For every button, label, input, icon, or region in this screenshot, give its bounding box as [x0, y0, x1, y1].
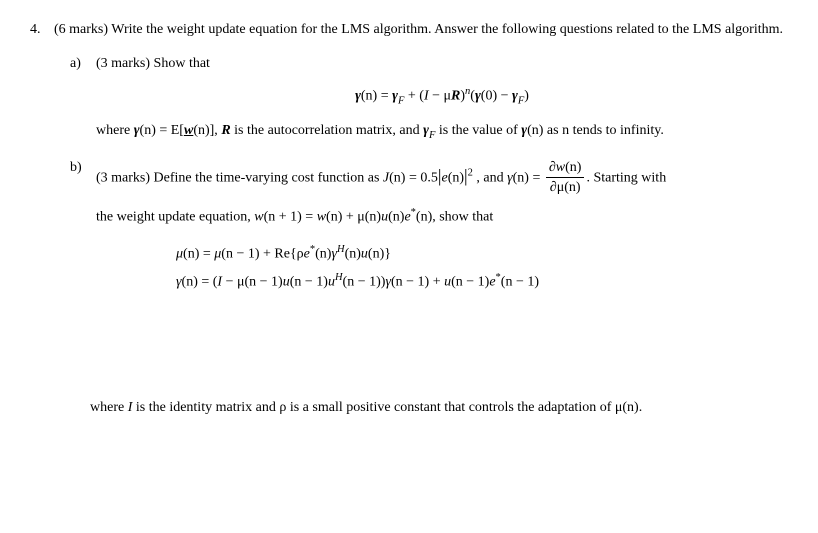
question-intro: Write the weight update equation for the…	[111, 22, 783, 37]
note-text: is the identity matrix and ρ is a small …	[132, 400, 642, 415]
eq-text: − μ	[429, 89, 451, 104]
eq-text: (n)	[388, 210, 404, 225]
part-b-marks: (3 marks)	[96, 170, 150, 185]
note-text: where	[90, 400, 128, 415]
eq-text: (n)	[345, 247, 361, 262]
eq-text: (n − 1) +	[391, 274, 444, 289]
where-text: is the value of	[435, 123, 521, 138]
question-4: 4. (6 marks) Write the weight update equ…	[30, 20, 788, 40]
where-text: is the autocorrelation matrix, and	[231, 123, 423, 138]
frac-w: w	[556, 160, 565, 175]
eq-text: )	[524, 89, 529, 104]
eq-text: (n − 1)	[501, 274, 539, 289]
part-b-label: b)	[70, 158, 96, 298]
eq-sup-H: H	[337, 244, 345, 255]
eq-text: (n + 1) =	[264, 210, 317, 225]
spacer	[30, 298, 788, 388]
frac-partial: ∂	[549, 160, 556, 175]
part-a-lead: Show that	[154, 56, 210, 71]
frac-n: (n)	[565, 160, 581, 175]
part-a-where: where γ(n) = E[w(n)], R is the autocorre…	[96, 121, 788, 143]
eq-text: (n − 1)	[290, 274, 328, 289]
eq-u: u	[361, 247, 368, 262]
eq-u: u	[283, 274, 290, 289]
eq-text: (n) =	[361, 89, 392, 104]
question-body: (6 marks) Write the weight update equati…	[54, 20, 788, 40]
part-a: a) (3 marks) Show that γ(n) = γF + (I − …	[70, 54, 788, 144]
eq-text: (n)	[315, 247, 331, 262]
eq-w: w	[254, 210, 263, 225]
eq-w: w	[317, 210, 326, 225]
where-text: (n) as n tends to infinity.	[527, 123, 664, 138]
eq-text: (n − 1))	[343, 274, 386, 289]
eq-text: − μ(n − 1)	[222, 274, 283, 289]
eq-text: (n) =	[513, 170, 544, 185]
where-text: (n)],	[193, 123, 221, 138]
part-b: b) (3 marks) Define the time-varying cos…	[70, 158, 788, 298]
frac-n: (n)	[564, 180, 580, 195]
part-a-equation: γ(n) = γF + (I − μR)n(γ(0) − γF)	[96, 85, 788, 109]
eq-text: (n − 1)	[451, 274, 489, 289]
where-text: where	[96, 123, 134, 138]
part-b-line1: (3 marks) Define the time-varying cost f…	[96, 158, 788, 198]
eq-u: u	[328, 274, 335, 289]
eq-text: , and	[473, 170, 507, 185]
eq-text: (n), show that	[416, 210, 493, 225]
eq-text: + (	[404, 89, 424, 104]
eq-text: (n) = (	[182, 274, 218, 289]
eq-text: (n) =	[183, 247, 214, 262]
eq-R: R	[451, 89, 460, 104]
eq-text: (n) + μ(n)	[326, 210, 381, 225]
eq-text: (0) −	[481, 89, 512, 104]
part-b-eq2: γ(n) = (I − μ(n − 1)u(n − 1)uH(n − 1))γ(…	[176, 271, 788, 292]
frac-den: ∂μ	[550, 180, 564, 195]
part-b-line2: the weight update equation, w(n + 1) = w…	[96, 206, 788, 227]
eq-text: (n) = 0.5	[389, 170, 438, 185]
part-b-lead: Define the time-varying cost function as	[154, 170, 383, 185]
eq-sup-H: H	[335, 272, 343, 283]
eq-text: (n)	[448, 170, 464, 185]
eq-text: . Starting with	[586, 170, 666, 185]
eq-mu: μ	[176, 247, 183, 262]
question-number: 4.	[30, 20, 54, 40]
where-R: R	[221, 123, 230, 138]
eq-text: (n)}	[368, 247, 391, 262]
line2-text: the weight update equation,	[96, 210, 254, 225]
footnote: where I is the identity matrix and ρ is …	[90, 398, 788, 418]
part-a-marks: (3 marks)	[96, 56, 150, 71]
eq-text: (n − 1) + Re{ρ	[221, 247, 303, 262]
part-a-label: a)	[70, 54, 96, 144]
where-text: (n) = E[	[140, 123, 184, 138]
where-w: w	[184, 123, 193, 138]
question-marks: (6 marks)	[54, 22, 108, 37]
part-b-eq1: μ(n) = μ(n − 1) + Re{ρe*(n)γH(n)u(n)}	[176, 243, 788, 264]
part-a-body: (3 marks) Show that γ(n) = γF + (I − μR)…	[96, 54, 788, 144]
eq-fraction: ∂w(n)∂μ(n)	[546, 158, 585, 198]
part-b-body: (3 marks) Define the time-varying cost f…	[96, 158, 788, 298]
